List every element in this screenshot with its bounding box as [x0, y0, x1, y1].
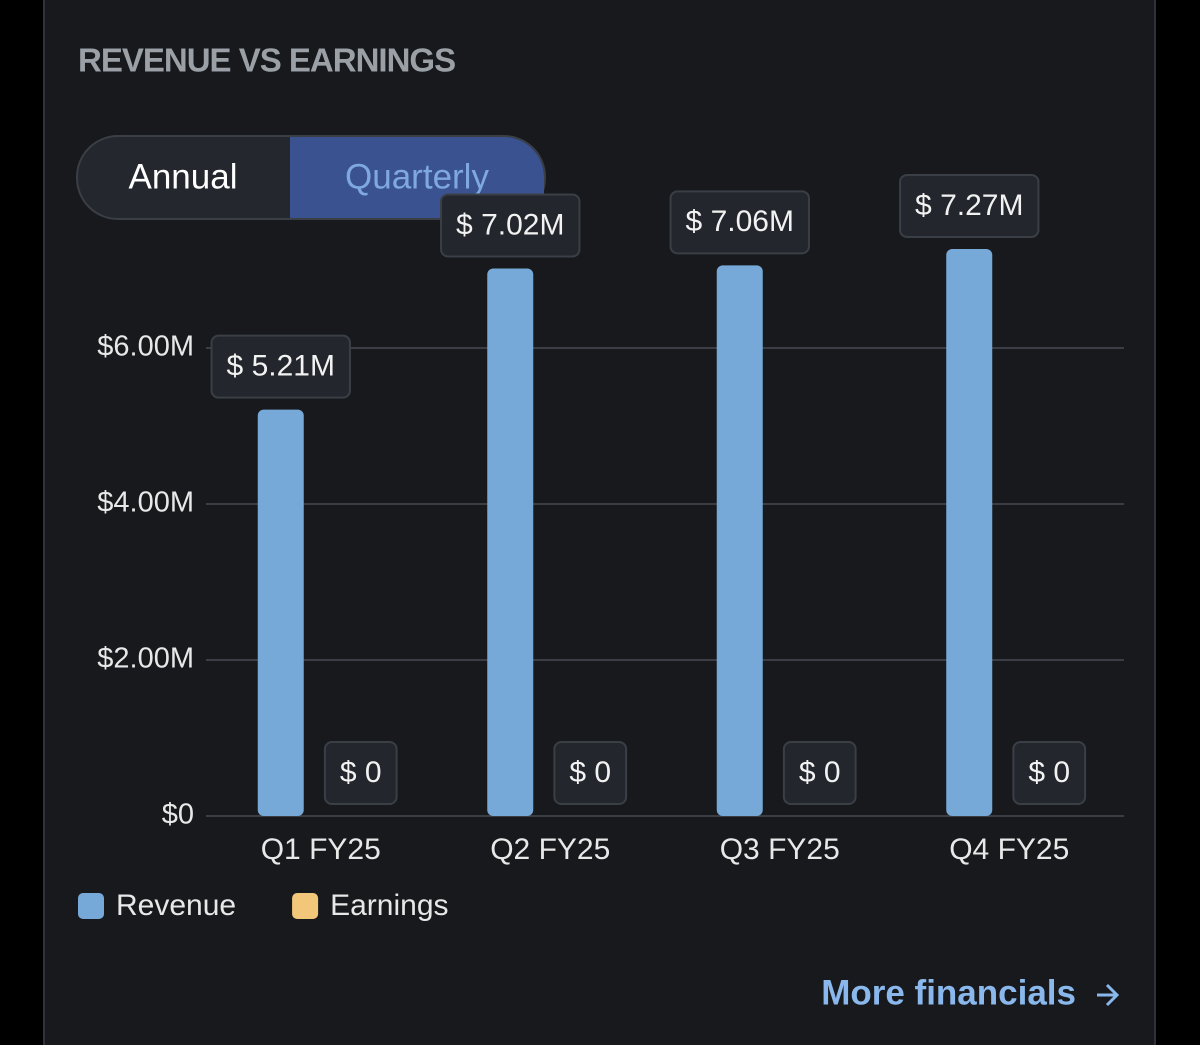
- value-label: $ 7.06M: [686, 205, 794, 238]
- value-label: $ 0: [569, 756, 611, 789]
- value-label-box: [782, 741, 857, 805]
- bar: [716, 265, 763, 816]
- bar: [257, 409, 304, 816]
- value-label-box: [553, 741, 628, 805]
- y-tick-label: $4.00M: [97, 487, 194, 519]
- plot: $0 $2.00M $4.00M $6.00M Q1 FY25 $ 5.21M $ 0 Q2 …: [78, 173, 1124, 922]
- value-label-box: [1012, 741, 1087, 805]
- bar: [487, 268, 534, 816]
- more-financials-link[interactable]: More financials: [821, 973, 1076, 1012]
- value-label-box: [669, 190, 810, 255]
- y-tick-label: $6.00M: [97, 331, 194, 363]
- card-bg: [43, 0, 1156, 1045]
- legend-label: Revenue: [116, 889, 236, 922]
- period-toggle: Annual Quarterly: [76, 135, 546, 220]
- legend-swatch: [78, 893, 104, 919]
- y-tick-label: $0: [162, 799, 194, 831]
- x-tick-label: Q2 FY25: [490, 833, 610, 866]
- legend-label: Earnings: [330, 889, 448, 922]
- arrow-icon: [1097, 983, 1120, 1007]
- value-label-box: [899, 173, 1040, 238]
- tab-annual[interactable]: Annual: [129, 157, 238, 196]
- value-label: $ 5.21M: [227, 350, 335, 383]
- value-label-box: [323, 741, 398, 805]
- more-link[interactable]: More financials: [821, 973, 1120, 1012]
- value-label: $ 0: [1028, 756, 1070, 789]
- x-tick-label: Q1 FY25: [261, 833, 381, 866]
- legend-swatch: [292, 893, 319, 919]
- value-label: $ 7.02M: [456, 208, 564, 241]
- value-label: $ 0: [799, 756, 841, 789]
- y-tick-label: $2.00M: [97, 643, 194, 675]
- value-label: $ 7.27M: [915, 189, 1023, 222]
- tab-quarterly[interactable]: Quarterly: [345, 157, 489, 196]
- x-tick-label: Q4 FY25: [949, 833, 1069, 866]
- x-tick-label: Q3 FY25: [720, 833, 840, 866]
- bar: [946, 248, 993, 816]
- card-title: REVENUE VS EARNINGS: [78, 42, 455, 79]
- value-label-box: [440, 193, 581, 258]
- value-label: $ 0: [340, 756, 382, 789]
- value-label-box: [210, 334, 351, 399]
